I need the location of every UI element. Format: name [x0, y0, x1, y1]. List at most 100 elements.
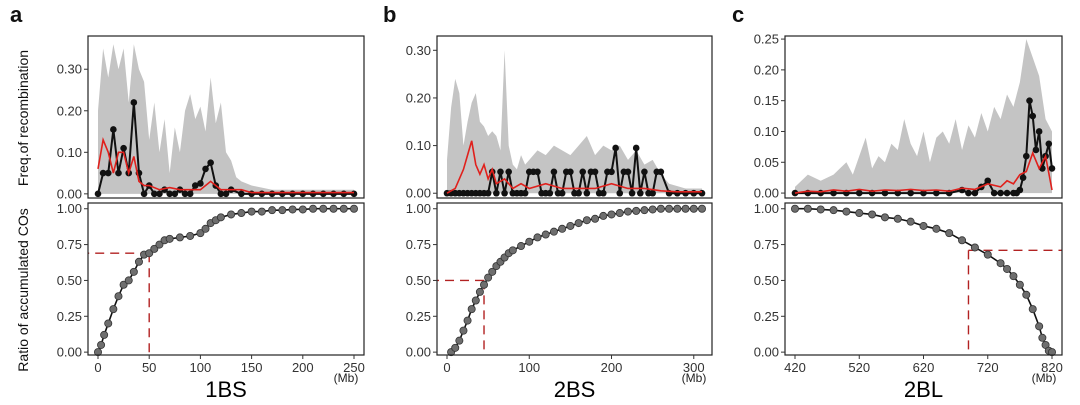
cumulative-point — [488, 267, 497, 276]
cumulative-point — [186, 231, 195, 240]
observed-frequency-point — [140, 190, 148, 198]
cumulative-point — [119, 280, 128, 289]
cumulative-point — [237, 209, 246, 218]
cumulative-point — [689, 204, 698, 213]
expected-frequency-line — [97, 136, 354, 194]
cumulative-point — [566, 221, 575, 230]
observed-frequency-point — [197, 180, 204, 187]
x-tick-label: 420 — [784, 360, 806, 375]
observed-frequency-point — [1045, 140, 1053, 148]
y-tick-label: 0.25 — [57, 309, 82, 324]
observed-frequency-point — [319, 190, 327, 198]
observed-frequency-point — [1019, 174, 1027, 181]
y-tick-label: 0.30 — [406, 43, 431, 58]
y-tick-label: 0.10 — [754, 124, 779, 139]
observed-frequency-point — [497, 168, 504, 176]
observed-frequency-point — [965, 189, 972, 197]
cumulative-point — [329, 204, 338, 213]
cumulative-point — [791, 204, 800, 213]
y-tick-label: 0.50 — [57, 273, 82, 288]
x-tick-label: 820 — [1041, 360, 1063, 375]
observed-frequency-point — [583, 189, 591, 197]
cumulative-point — [574, 219, 583, 228]
panel-letter: b — [383, 2, 396, 27]
observed-frequency-point — [340, 190, 348, 198]
cumulative-point — [855, 209, 864, 218]
observed-frequency-point — [104, 169, 112, 177]
cumulative-point — [945, 229, 954, 238]
observed-frequency-point — [191, 182, 199, 189]
observed-frequency-point — [971, 189, 979, 197]
cumulative-point — [227, 210, 236, 219]
cumulative-point — [484, 273, 493, 282]
cumulative-point — [541, 230, 550, 239]
observed-frequency-point — [151, 190, 158, 198]
observed-frequency-point — [546, 189, 554, 197]
cumulative-point — [278, 206, 287, 215]
observed-frequency-point — [550, 168, 558, 176]
observed-frequency-point — [690, 189, 698, 197]
cumulative-point — [932, 224, 941, 233]
cumulative-point — [983, 250, 992, 259]
panel-letter: a — [10, 2, 23, 27]
y-label-frequency: Freq.of recombination — [15, 50, 31, 186]
cumulative-point — [842, 207, 851, 216]
observed-frequency-point — [575, 189, 582, 197]
cumulative-point — [996, 259, 1005, 268]
cumulative-point — [1035, 322, 1044, 331]
cumulative-point — [1038, 333, 1047, 342]
cumulative-point — [155, 240, 164, 249]
chromosome-label: 2BL — [904, 377, 943, 402]
frequency-plot-frame — [784, 35, 1063, 199]
cumulative-point — [109, 305, 118, 314]
observed-frequency-point — [641, 168, 648, 176]
observed-frequency-point — [907, 189, 914, 197]
observed-frequency-point — [920, 189, 927, 197]
observed-frequency-point — [579, 168, 587, 176]
observed-frequency-point — [130, 99, 138, 106]
expected-frequency-line — [446, 140, 702, 194]
cumulative-point — [1009, 272, 1018, 281]
panel-c: c 0.00 0.05 0.10 0.15 0.20 0.25 0.00 0.25 0.50 0.7… — [732, 2, 1063, 402]
y-tick-label: 0.25 — [754, 309, 779, 324]
y-tick-label: 0.00 — [754, 186, 779, 201]
observed-frequency-line — [795, 100, 1053, 195]
observed-frequency-point — [855, 189, 863, 197]
cumulative-point — [455, 336, 464, 345]
cumulative-point — [525, 237, 534, 246]
x-tick-label: 100 — [518, 360, 540, 375]
cumulative-point — [129, 267, 138, 276]
y-tick-label: 0.00 — [406, 345, 431, 360]
cumulative-point — [533, 233, 542, 242]
observed-frequency-point — [558, 189, 566, 197]
y-tick-label: 0.50 — [754, 273, 779, 288]
cumulative-point — [615, 209, 624, 218]
cumulative-point — [591, 214, 600, 223]
observed-frequency-point — [99, 169, 107, 177]
chromosome-label: 1BS — [205, 377, 247, 402]
observed-frequency-point — [166, 190, 173, 198]
x-tick-label: 200 — [601, 360, 623, 375]
cumulative-point — [175, 233, 184, 242]
cumulative-point — [339, 204, 348, 213]
cumulative-point — [480, 280, 489, 289]
observed-frequency-point — [534, 168, 541, 176]
cumulative-point — [216, 213, 225, 222]
y-tick-label: 1.00 — [57, 201, 82, 216]
cumulative-point — [104, 319, 113, 328]
frequency-plot-frame — [436, 35, 713, 199]
observed-frequency-point — [94, 190, 102, 198]
cumulative-point — [298, 205, 307, 214]
observed-frequency-point — [1035, 128, 1043, 135]
y-label-cumulative: Ratio of accumulated COs — [15, 208, 31, 371]
observed-frequency-point — [350, 190, 358, 198]
x-tick-label: 250 — [343, 360, 365, 375]
observed-frequency-point — [628, 189, 636, 197]
y-tick-label: 0.20 — [406, 90, 431, 105]
cumulative-point — [247, 207, 256, 216]
cumulative-point — [648, 205, 657, 214]
x-tick-label: 520 — [848, 360, 870, 375]
observed-frequency-point — [567, 168, 574, 176]
y-tick-label: 0.00 — [57, 345, 82, 360]
